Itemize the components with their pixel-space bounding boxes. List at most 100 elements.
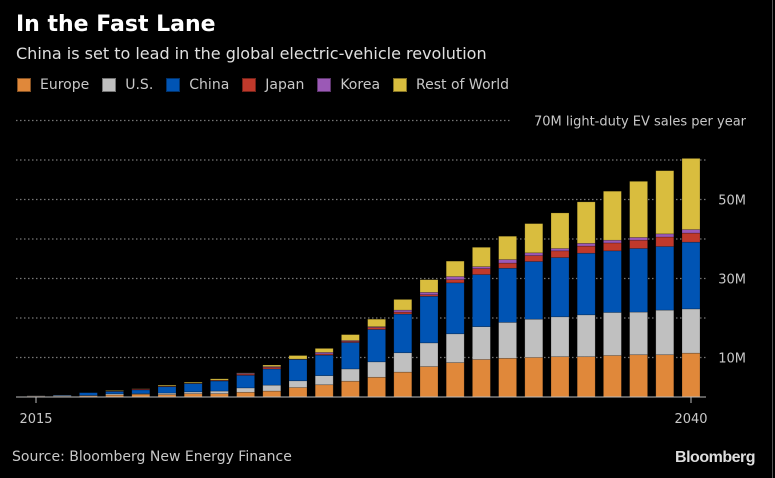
bar-segment-rest-of-world-2028: [367, 318, 386, 327]
bar-segment-u-s--2022: [210, 390, 229, 394]
bar-segment-rest-of-world-2018: [105, 390, 124, 392]
bar-segment-u-s--2031: [445, 333, 465, 363]
bar-segment-china-2034: [524, 261, 544, 320]
legend-swatch: [393, 78, 408, 92]
chart-title: In the Fast Lane: [16, 12, 216, 37]
bar-segment-rest-of-world-2025: [288, 355, 308, 360]
bar-segment-rest-of-world-2022: [210, 378, 229, 381]
legend-swatch: [17, 78, 31, 92]
y-tick-label: 10M: [718, 352, 746, 367]
legend-item-u-s-: U.S.: [102, 77, 153, 93]
bar-segment-u-s--2023: [236, 387, 255, 393]
bar-segment-europe-2036: [576, 356, 596, 398]
bar-segment-china-2028: [367, 329, 386, 363]
bar-segment-china-2023: [236, 374, 255, 389]
bar-segment-rest-of-world-2035: [550, 212, 570, 249]
bar-segment-japan-2035: [550, 250, 570, 258]
bar-segment-europe-2027: [341, 380, 360, 398]
bar-segment-japan-2037: [603, 242, 622, 252]
bar-segment-japan-2026: [314, 353, 334, 356]
bar-segment-japan-2032: [472, 268, 491, 275]
bar-segment-japan-2036: [576, 245, 596, 254]
legend-item-china: China: [166, 77, 229, 93]
bar-segment-u-s--2040: [681, 308, 701, 354]
legend-label: U.S.: [125, 77, 154, 93]
bar-segment-europe-2038: [629, 354, 648, 398]
bar-segment-japan-2031: [445, 279, 465, 284]
x-tick-label: 2015: [19, 412, 52, 427]
bar-segment-china-2039: [655, 246, 675, 311]
bar-segment-rest-of-world-2040: [681, 158, 701, 230]
legend: Europe U.S. China Japan Korea Rest of World: [17, 77, 522, 93]
bar-segment-china-2024: [262, 368, 282, 386]
bar-segment-china-2027: [341, 342, 360, 370]
bar-segment-korea-2031: [445, 276, 465, 280]
bar-segment-china-2037: [603, 250, 622, 313]
bar-segment-rest-of-world-2032: [472, 246, 491, 267]
chart-plot: 10M 30M 50M 70M light-duty EV sales per yea…: [16, 115, 747, 427]
bar-segment-china-2017: [79, 392, 98, 396]
bar-segment-rest-of-world-2021: [183, 381, 203, 384]
bar-segment-europe-2023: [236, 391, 255, 398]
bar-segment-china-2018: [105, 391, 124, 395]
legend-swatch: [317, 78, 332, 92]
chart-subtitle: China is set to lead in the global elect…: [16, 44, 487, 63]
bar-segment-europe-2031: [445, 362, 465, 398]
bar-segment-china-2026: [314, 354, 334, 376]
bar-segment-u-s--2029: [393, 352, 413, 373]
bar-segment-u-s--2034: [524, 318, 544, 358]
legend-swatch: [242, 78, 257, 92]
bar-segment-rest-of-world-2033: [498, 235, 517, 260]
legend-swatch: [102, 78, 117, 92]
legend-item-rest-of-world: Rest of World: [393, 77, 509, 93]
bar-segment-china-2022: [210, 380, 229, 392]
bar-segment-europe-2030: [419, 366, 439, 398]
bar-segment-europe-2021: [183, 393, 203, 398]
legend-label: Korea: [340, 77, 381, 93]
bar-segment-rest-of-world-2036: [576, 201, 596, 244]
bar-segment-europe-2037: [603, 355, 622, 398]
bar-segment-china-2030: [419, 295, 439, 344]
bar-segment-korea-2036: [576, 243, 596, 247]
bar-segment-u-s--2036: [576, 314, 596, 358]
bar-segment-korea-2030: [419, 292, 439, 295]
bar-segment-u-s--2035: [550, 316, 570, 358]
bar-segment-u-s--2037: [603, 312, 622, 356]
bar-segment-europe-2026: [314, 384, 334, 398]
bar-segment-japan-2033: [498, 262, 517, 269]
bar-segment-europe-2033: [498, 357, 517, 398]
bar-segment-u-s--2032: [472, 326, 491, 360]
y-tick-label: 70M light-duty EV sales per year: [534, 115, 747, 130]
legend-item-europe: Europe: [17, 77, 89, 93]
bar-segment-china-2019: [131, 389, 151, 394]
bar-segment-u-s--2016: [52, 395, 72, 397]
bar-segment-china-2031: [445, 282, 465, 335]
bar-segment-korea-2038: [629, 237, 648, 241]
legend-label: China: [189, 77, 230, 93]
bar-segment-japan-2034: [524, 255, 544, 262]
bar-segment-rest-of-world-2024: [262, 364, 282, 367]
y-tick-label: 30M: [718, 273, 746, 288]
bloomberg-logo: Bloomberg: [675, 449, 755, 466]
bar-segment-europe-2024: [262, 390, 282, 398]
bar-segment-u-s--2027: [341, 368, 360, 382]
bar-segment-europe-2034: [524, 357, 544, 398]
bar-segment-rest-of-world-2027: [341, 334, 360, 341]
right-border: [772, 0, 773, 478]
legend-swatch: [166, 78, 181, 92]
bar-segment-europe-2025: [288, 387, 308, 398]
legend-label: Europe: [40, 77, 90, 93]
bar-segment-u-s--2038: [629, 311, 648, 356]
bar-segment-u-s--2025: [288, 380, 308, 388]
x-tick-label: 2040: [674, 412, 707, 427]
bar-segment-rest-of-world-2038: [629, 181, 648, 238]
source-note: Source: Bloomberg New Energy Finance: [12, 449, 292, 465]
bar-segment-korea-2033: [498, 259, 517, 264]
bar-segment-china-2020: [157, 386, 177, 394]
bar-segment-europe-2022: [210, 393, 229, 398]
legend-label: Japan: [265, 77, 305, 93]
bar-segment-rest-of-world-2031: [445, 260, 465, 277]
legend-item-japan: Japan: [242, 77, 304, 93]
bar-segment-china-2040: [681, 241, 701, 310]
